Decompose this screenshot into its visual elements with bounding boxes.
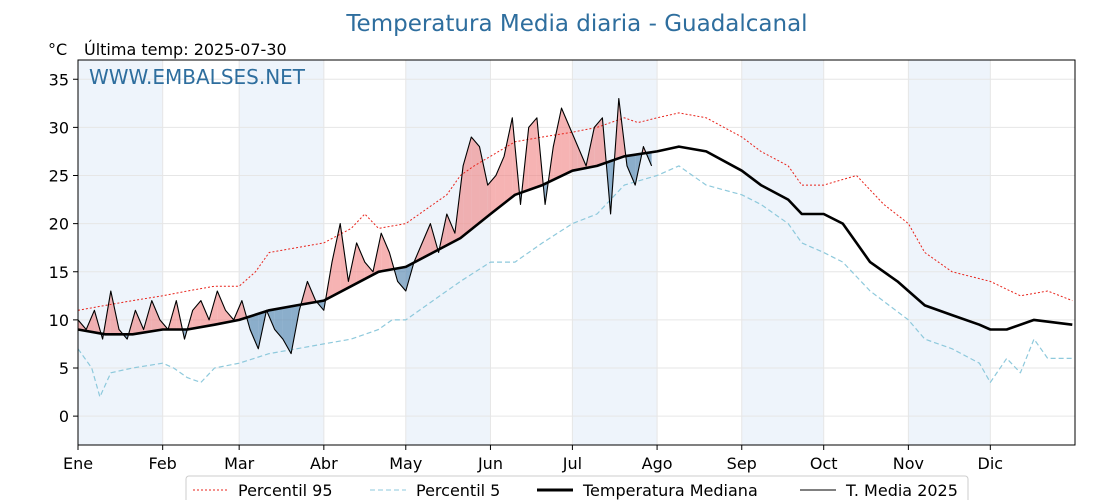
y-tick-label: 10 bbox=[49, 311, 69, 330]
legend: Percentil 95 Percentil 5 Temperatura Med… bbox=[185, 475, 969, 500]
y-tick-label: 0 bbox=[59, 407, 69, 426]
x-tick-label: Feb bbox=[149, 454, 177, 473]
anomaly-fill bbox=[422, 223, 431, 259]
anomaly-fill bbox=[504, 117, 513, 204]
month-band bbox=[78, 60, 163, 445]
month-band bbox=[572, 60, 658, 445]
anomaly-fill bbox=[553, 108, 562, 180]
legend-box bbox=[185, 475, 969, 500]
anomaly-fill bbox=[487, 175, 496, 217]
anomaly-fills bbox=[78, 98, 652, 354]
x-tick-label: Jul bbox=[562, 454, 582, 473]
anomaly-fill bbox=[397, 266, 406, 291]
y-axis-ticks: 0 5 10 15 20 25 30 35 bbox=[49, 70, 78, 426]
month-band bbox=[908, 60, 991, 445]
x-tick-label: Ago bbox=[642, 454, 673, 473]
plot-frame bbox=[77, 59, 1076, 446]
anomaly-fill bbox=[495, 156, 505, 210]
chart-title: Temperatura Media diaria - Guadalcanal bbox=[345, 11, 807, 37]
anomaly-fill bbox=[463, 137, 472, 236]
x-tick-label: Jun bbox=[477, 454, 503, 473]
x-tick-label: Mar bbox=[224, 454, 255, 473]
y-tick-label: 30 bbox=[49, 118, 69, 137]
anomaly-fill bbox=[381, 233, 390, 272]
x-tick-label: Dic bbox=[978, 454, 1004, 473]
x-tick-label: Sep bbox=[727, 454, 757, 473]
anomaly-fill bbox=[250, 313, 259, 349]
x-axis-ticks: Ene Feb Mar Abr May Jun Jul Ago Sep Oct Nov Dic bbox=[63, 445, 1003, 473]
x-tick-label: Nov bbox=[893, 454, 924, 473]
y-tick-label: 35 bbox=[49, 70, 69, 89]
line-percentil-5 bbox=[77, 165, 1073, 398]
y-tick-label: 20 bbox=[49, 215, 69, 234]
anomaly-fill bbox=[446, 214, 455, 246]
legend-label-p5: Percentil 5 bbox=[416, 481, 500, 500]
anomaly-fill bbox=[217, 291, 226, 325]
anomaly-fill bbox=[200, 300, 210, 328]
month-bands bbox=[78, 60, 991, 445]
anomaly-fill bbox=[356, 242, 365, 284]
x-tick-label: Oct bbox=[810, 454, 838, 473]
anomaly-fill bbox=[627, 154, 636, 186]
anomaly-fill bbox=[561, 108, 570, 176]
month-band bbox=[741, 60, 824, 445]
anomaly-fill bbox=[192, 300, 201, 329]
legend-label-median: Temperatura Mediana bbox=[582, 481, 758, 500]
legend-label-current: T. Media 2025 bbox=[845, 481, 958, 500]
watermark: WWW.EMBALSES.NET bbox=[89, 65, 306, 89]
anomaly-fill bbox=[594, 117, 603, 167]
legend-label-p95: Percentil 95 bbox=[238, 481, 333, 500]
line-mediana bbox=[77, 145, 1073, 336]
y-tick-label: 25 bbox=[49, 167, 69, 186]
y-tick-label: 15 bbox=[49, 263, 69, 282]
anomaly-fill bbox=[479, 146, 488, 223]
y-unit-label: °C bbox=[48, 40, 67, 59]
anomaly-fill bbox=[569, 127, 578, 172]
x-tick-label: Ene bbox=[63, 454, 93, 473]
x-tick-label: Abr bbox=[310, 454, 338, 473]
anomaly-fill bbox=[528, 117, 537, 190]
y-tick-label: 5 bbox=[59, 359, 69, 378]
anomaly-fill bbox=[471, 137, 480, 230]
last-temp-label: Última temp: 2025-07-30 bbox=[84, 40, 287, 59]
series-lines bbox=[77, 97, 1073, 398]
line-media-2025 bbox=[77, 97, 653, 355]
anomaly-fill bbox=[332, 223, 341, 297]
anomaly-fill bbox=[151, 300, 160, 332]
line-percentil-95 bbox=[77, 112, 1073, 311]
x-tick-label: May bbox=[389, 454, 422, 473]
month-band bbox=[239, 60, 324, 445]
